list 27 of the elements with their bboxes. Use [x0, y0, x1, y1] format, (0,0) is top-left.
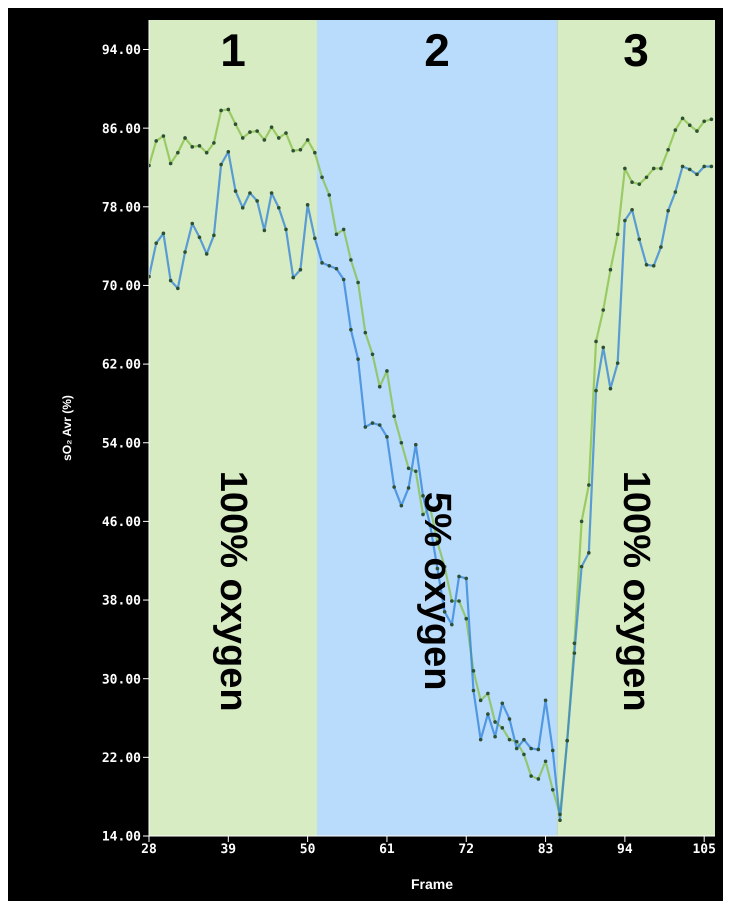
y-tick-label: 14.00 — [102, 830, 142, 845]
y-tick-label: 94.00 — [102, 43, 142, 58]
y-axis-title: sO₂ Avr (%) — [60, 395, 74, 461]
y-tick-label: 30.00 — [102, 672, 142, 688]
y-tick-label: 86.00 — [102, 122, 142, 137]
y-tick-label: 70.00 — [102, 279, 142, 294]
x-tick-label: 72 — [458, 842, 474, 858]
band-label: 2 — [424, 24, 450, 76]
x-tick-label: 39 — [220, 842, 236, 858]
x-tick-label: 28 — [141, 842, 157, 858]
y-tick-label: 46.00 — [102, 515, 142, 530]
y-tick-label: 54.00 — [102, 436, 142, 452]
y-tick-label: 78.00 — [102, 200, 142, 216]
y-tick-label: 62.00 — [102, 358, 142, 373]
x-tick-label: 94 — [617, 842, 633, 858]
band-label: 3 — [623, 24, 649, 76]
x-tick-label: 50 — [300, 842, 316, 858]
annotation: 100% oxygen — [615, 470, 658, 712]
x-tick-label: 83 — [538, 842, 554, 858]
x-tick-label: 105 — [692, 842, 716, 858]
x-axis-title: Frame — [410, 876, 454, 892]
band-label: 1 — [220, 24, 246, 76]
y-tick-label: 38.00 — [102, 594, 142, 609]
annotation: 5% oxygen — [416, 492, 458, 690]
y-tick-label: 22.00 — [102, 750, 142, 766]
x-tick-label: 61 — [379, 842, 395, 858]
annotation: 100% oxygen — [212, 470, 254, 712]
